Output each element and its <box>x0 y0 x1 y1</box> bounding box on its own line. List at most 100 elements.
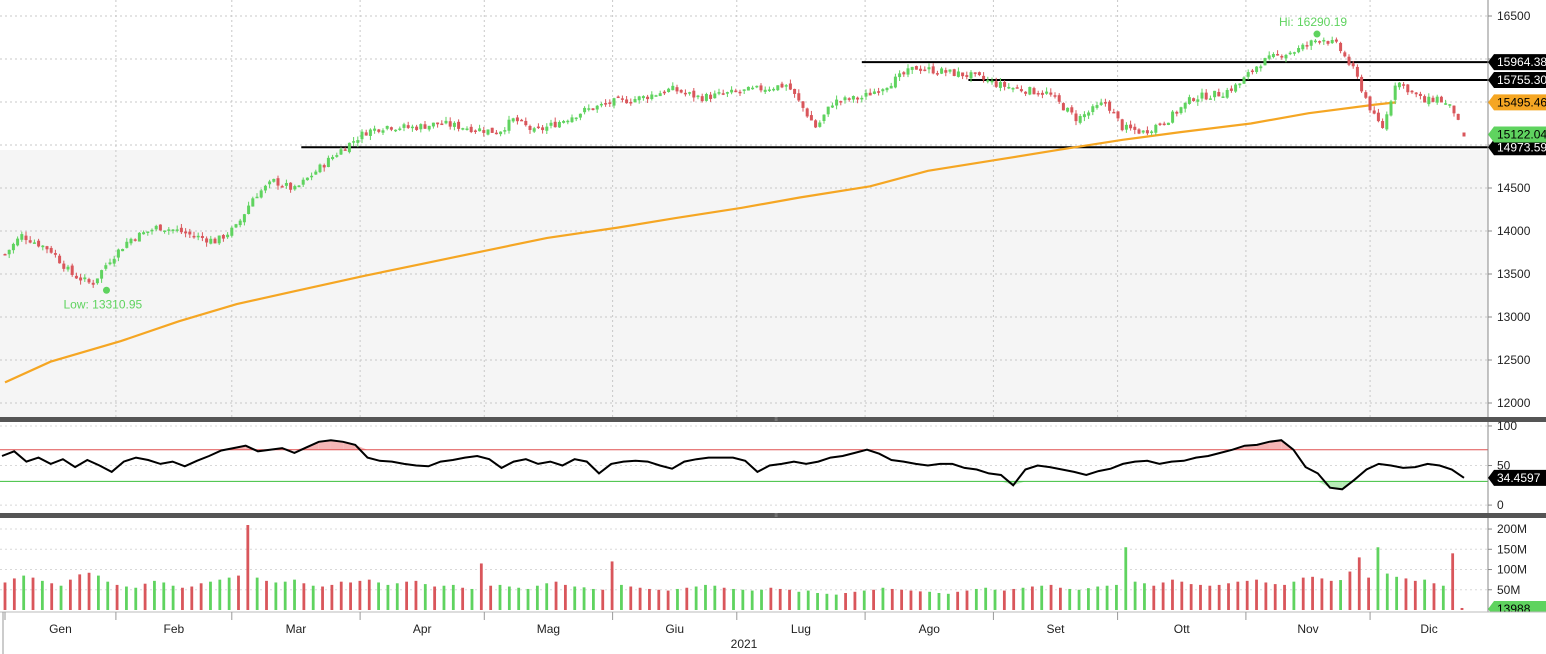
candle-body <box>1414 92 1418 95</box>
candle-body <box>805 108 809 117</box>
candle-body <box>1418 93 1422 96</box>
volume-bar <box>1441 585 1445 610</box>
candle-body <box>452 122 456 127</box>
candle-body <box>1381 121 1385 128</box>
candle-body <box>646 96 650 100</box>
candle-body <box>982 75 986 80</box>
x-tick-label: Mag <box>537 622 560 636</box>
candle-body <box>1376 112 1380 122</box>
candle-body <box>1431 97 1435 102</box>
candle-body <box>860 97 864 100</box>
volume-bar <box>816 593 819 610</box>
candle-body <box>398 128 402 131</box>
candle-body <box>721 93 725 95</box>
candle-body <box>297 185 301 188</box>
candle-body <box>1444 103 1448 105</box>
price-tick-label: 12500 <box>1497 353 1531 367</box>
candle-body <box>1221 96 1225 98</box>
candle-body <box>322 165 326 168</box>
candle-body <box>1200 92 1204 99</box>
candle-body <box>221 235 225 239</box>
level-tag <box>1488 54 1546 71</box>
volume-bar <box>1161 582 1165 610</box>
volume-bar <box>507 586 511 610</box>
candle-body <box>797 93 801 101</box>
candle-body <box>66 266 70 270</box>
volume-bar <box>984 587 988 610</box>
candle-body <box>1133 126 1137 130</box>
volume-bar <box>153 580 156 610</box>
volume-bar <box>1096 586 1100 610</box>
candle-body <box>377 129 381 132</box>
candle-body <box>835 99 839 106</box>
volume-bar <box>1012 588 1016 610</box>
panel-divider-2[interactable] <box>0 513 1546 518</box>
last-price-tag-label: 15122.04 <box>1497 128 1546 142</box>
candle-body <box>902 72 906 75</box>
divider-grip[interactable]: ≡ <box>774 417 778 423</box>
divider-grip-2[interactable]: ≡ <box>774 513 778 519</box>
candle-body <box>906 68 910 75</box>
candle-body <box>167 229 171 231</box>
ma-tag-label: 15495.46 <box>1497 95 1546 109</box>
volume-bar <box>1058 587 1062 610</box>
candle-body <box>347 142 351 153</box>
candle-body <box>1166 122 1170 125</box>
level-tag-label: 15755.30 <box>1497 73 1546 87</box>
x-tick-label: Mar <box>286 622 307 636</box>
candle-body <box>1246 72 1250 77</box>
volume-bar <box>367 579 371 610</box>
candle-body <box>788 83 792 90</box>
candle-body <box>448 121 452 127</box>
candle-body <box>200 235 204 238</box>
candle-body <box>188 231 192 235</box>
volume-bar <box>750 590 754 610</box>
overbought-fill <box>343 441 356 450</box>
x-tick-label: Gen <box>49 622 72 636</box>
candle-body <box>171 229 175 232</box>
candle-body <box>419 124 423 130</box>
candle-body <box>1305 45 1309 47</box>
volume-bar <box>1199 584 1202 610</box>
volume-bar <box>96 575 100 610</box>
volume-bar <box>12 578 16 610</box>
candle-body <box>251 198 255 207</box>
candle-body <box>7 249 11 255</box>
candle-body <box>633 99 637 103</box>
candle-body <box>410 126 414 129</box>
candle-body <box>1040 92 1044 95</box>
volume-bar <box>573 586 577 610</box>
volume-bar <box>937 593 941 610</box>
candle-body <box>1049 92 1053 95</box>
volume-bar <box>1087 588 1090 610</box>
volume-bar <box>442 585 446 610</box>
volume-bar <box>909 590 913 610</box>
candle-body <box>990 80 994 83</box>
volume-bar <box>834 594 838 610</box>
candle-body <box>335 155 339 157</box>
candle-body <box>1204 92 1208 100</box>
volume-bar <box>125 586 128 610</box>
x-tick-label: Ago <box>919 622 941 636</box>
low-marker <box>102 286 110 294</box>
osc-tick-label: 100 <box>1497 419 1517 433</box>
candle-body <box>326 157 330 168</box>
volume-bar <box>115 584 119 610</box>
candle-body <box>641 96 645 99</box>
candle-body <box>730 89 734 93</box>
candle-body <box>671 85 675 91</box>
volume-bar <box>862 590 866 610</box>
candle-body <box>163 230 167 232</box>
last-price-tag <box>1488 126 1546 143</box>
candle-body <box>1225 90 1229 98</box>
candle-body <box>520 119 524 122</box>
panel-divider[interactable] <box>0 417 1546 422</box>
price-tick-label: 13000 <box>1497 310 1531 324</box>
candle-body <box>667 88 671 93</box>
candle-body <box>41 245 45 248</box>
candle-body <box>818 122 822 127</box>
candle-body <box>809 115 813 121</box>
volume-bar <box>1077 589 1081 610</box>
candle-body <box>767 89 771 91</box>
volume-bar <box>349 582 352 610</box>
